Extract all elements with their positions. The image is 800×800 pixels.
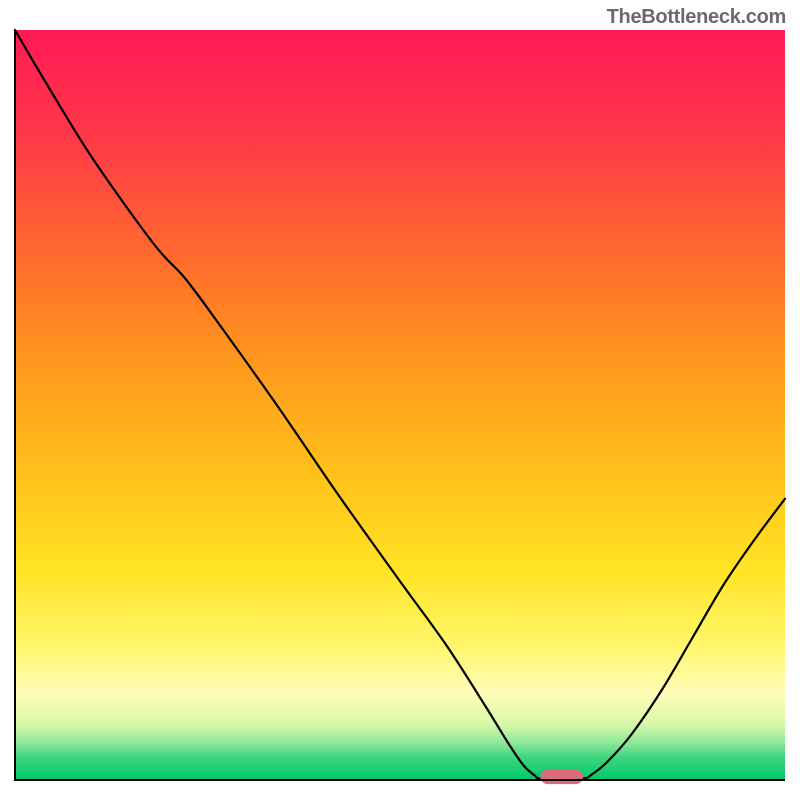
chart-container: TheBottleneck.com — [0, 0, 800, 800]
watermark-text: TheBottleneck.com — [607, 6, 786, 29]
bottleneck-curve-chart — [0, 0, 800, 800]
optimal-marker — [541, 770, 583, 784]
plot-background — [15, 30, 785, 780]
